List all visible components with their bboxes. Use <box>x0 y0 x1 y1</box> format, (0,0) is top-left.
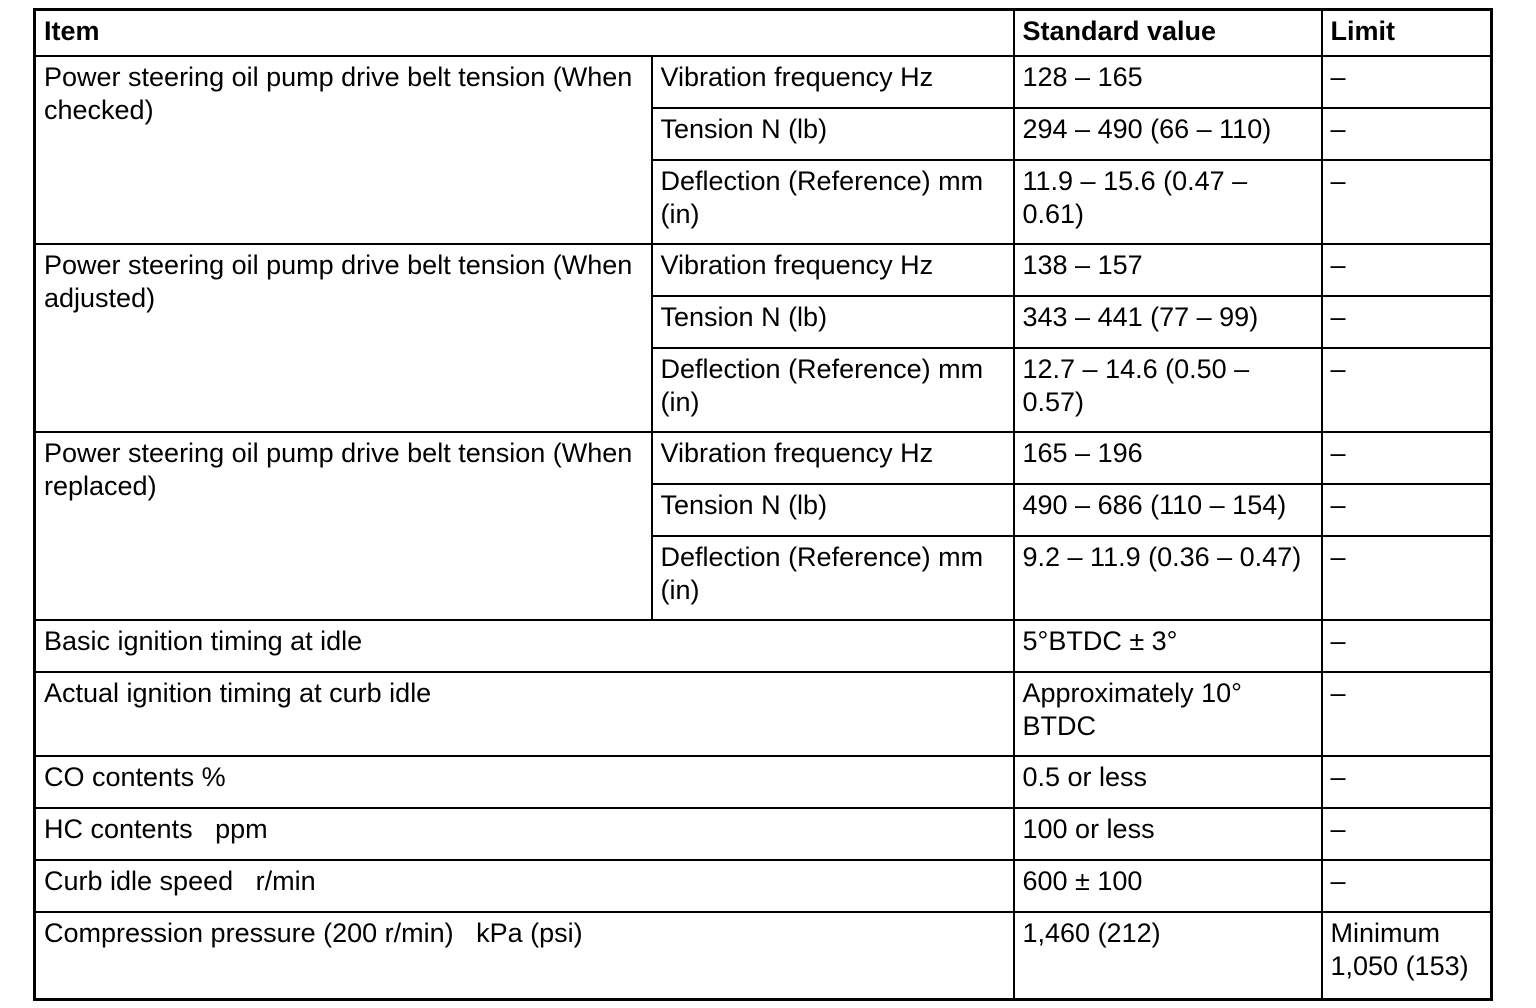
limit-cell: – <box>1320 346 1493 433</box>
standard-value-cell: Approximately 10° BTDC <box>1012 670 1323 757</box>
sub-item-cell: Tension N (lb) <box>650 482 1015 537</box>
limit-cell: – <box>1320 670 1493 757</box>
limit-cell: – <box>1320 754 1493 809</box>
sub-item-cell: Vibration frequency Hz <box>650 242 1015 297</box>
item-cell: Power steering oil pump drive belt tensi… <box>33 430 653 621</box>
item-cell: HC contents ppm <box>33 806 1015 861</box>
standard-value-cell: 343 – 441 (77 – 99) <box>1012 294 1323 349</box>
item-cell: Actual ignition timing at curb idle <box>33 670 1015 757</box>
table-row: Power steering oil pump drive belt tensi… <box>33 430 1493 621</box>
table-row: Deflection (Reference) mm (in) 9.2 – 11.… <box>35 534 1493 621</box>
item-cell: Compression pressure (200 r/min) kPa (ps… <box>33 910 1015 1001</box>
table-row: Tension N (lb) 343 – 441 (77 – 99) – <box>35 294 1493 349</box>
standard-value-cell: 11.9 – 15.6 (0.47 – 0.61) <box>1012 158 1323 245</box>
table-row: Power steering oil pump drive belt tensi… <box>33 54 1493 245</box>
limit-cell: – <box>1320 54 1493 109</box>
limit-cell: – <box>1320 806 1493 861</box>
header-row: Item Standard value Limit <box>33 8 1493 57</box>
limit-cell: – <box>1320 858 1493 913</box>
standard-value-cell: 9.2 – 11.9 (0.36 – 0.47) <box>1012 534 1323 621</box>
table-row: Deflection (Reference) mm (in) 12.7 – 14… <box>35 346 1493 433</box>
limit-cell: – <box>1320 534 1493 621</box>
standard-value-cell: 128 – 165 <box>1012 54 1323 109</box>
item-cell: Power steering oil pump drive belt tensi… <box>33 54 653 245</box>
limit-cell: – <box>1320 430 1493 485</box>
standard-value-cell: 100 or less <box>1012 806 1323 861</box>
standard-value-cell: 0.5 or less <box>1012 754 1323 809</box>
standard-value-cell: 294 – 490 (66 – 110) <box>1012 106 1323 161</box>
limit-cell: – <box>1320 158 1493 245</box>
table-row: Tension N (lb) 294 – 490 (66 – 110) – <box>35 106 1493 161</box>
table-row: Deflection (Reference) mm (in) 11.9 – 15… <box>35 158 1493 245</box>
sub-item-cell: Deflection (Reference) mm (in) <box>650 346 1015 433</box>
standard-value-cell: 1,460 (212) <box>1012 910 1323 1001</box>
item-cell: Power steering oil pump drive belt tensi… <box>33 242 653 433</box>
sub-item-cell: Vibration frequency Hz <box>650 430 1015 485</box>
sub-item-cell: Vibration frequency Hz <box>650 54 1015 109</box>
sub-item-cell: Deflection (Reference) mm (in) <box>650 158 1015 245</box>
standard-value-cell: 5°BTDC ± 3° <box>1012 618 1323 673</box>
item-cell: Basic ignition timing at idle <box>33 618 1015 673</box>
table-row: HC contents ppm 100 or less – <box>33 806 1493 861</box>
limit-cell: – <box>1320 242 1493 297</box>
item-cell: CO contents % <box>33 754 1015 809</box>
sub-item-cell: Tension N (lb) <box>650 294 1015 349</box>
column-header-item: Item <box>33 8 1015 57</box>
table-row: CO contents % 0.5 or less – <box>33 754 1493 809</box>
standard-value-cell: 165 – 196 <box>1012 430 1323 485</box>
table-row: Curb idle speed r/min 600 ± 100 – <box>33 858 1493 913</box>
table-row: Basic ignition timing at idle 5°BTDC ± 3… <box>33 618 1493 673</box>
limit-cell: Minimum 1,050 (153) <box>1320 910 1493 1001</box>
table-row: Power steering oil pump drive belt tensi… <box>33 242 1493 433</box>
column-header-limit: Limit <box>1320 8 1493 57</box>
item-cell: Curb idle speed r/min <box>33 858 1015 913</box>
limit-cell: – <box>1320 482 1493 537</box>
standard-value-cell: 490 – 686 (110 – 154) <box>1012 482 1323 537</box>
spec-table: Item Standard value Limit Power steering… <box>33 8 1493 1001</box>
table-row: Compression pressure (200 r/min) kPa (ps… <box>33 910 1493 1001</box>
standard-value-cell: 12.7 – 14.6 (0.50 – 0.57) <box>1012 346 1323 433</box>
limit-cell: – <box>1320 294 1493 349</box>
limit-cell: – <box>1320 106 1493 161</box>
standard-value-cell: 138 – 157 <box>1012 242 1323 297</box>
column-header-standard-value: Standard value <box>1012 8 1323 57</box>
standard-value-cell: 600 ± 100 <box>1012 858 1323 913</box>
limit-cell: – <box>1320 618 1493 673</box>
table-row: Tension N (lb) 490 – 686 (110 – 154) – <box>35 482 1493 537</box>
table-row: Actual ignition timing at curb idle Appr… <box>33 670 1493 757</box>
sub-item-cell: Deflection (Reference) mm (in) <box>650 534 1015 621</box>
sub-item-cell: Tension N (lb) <box>650 106 1015 161</box>
